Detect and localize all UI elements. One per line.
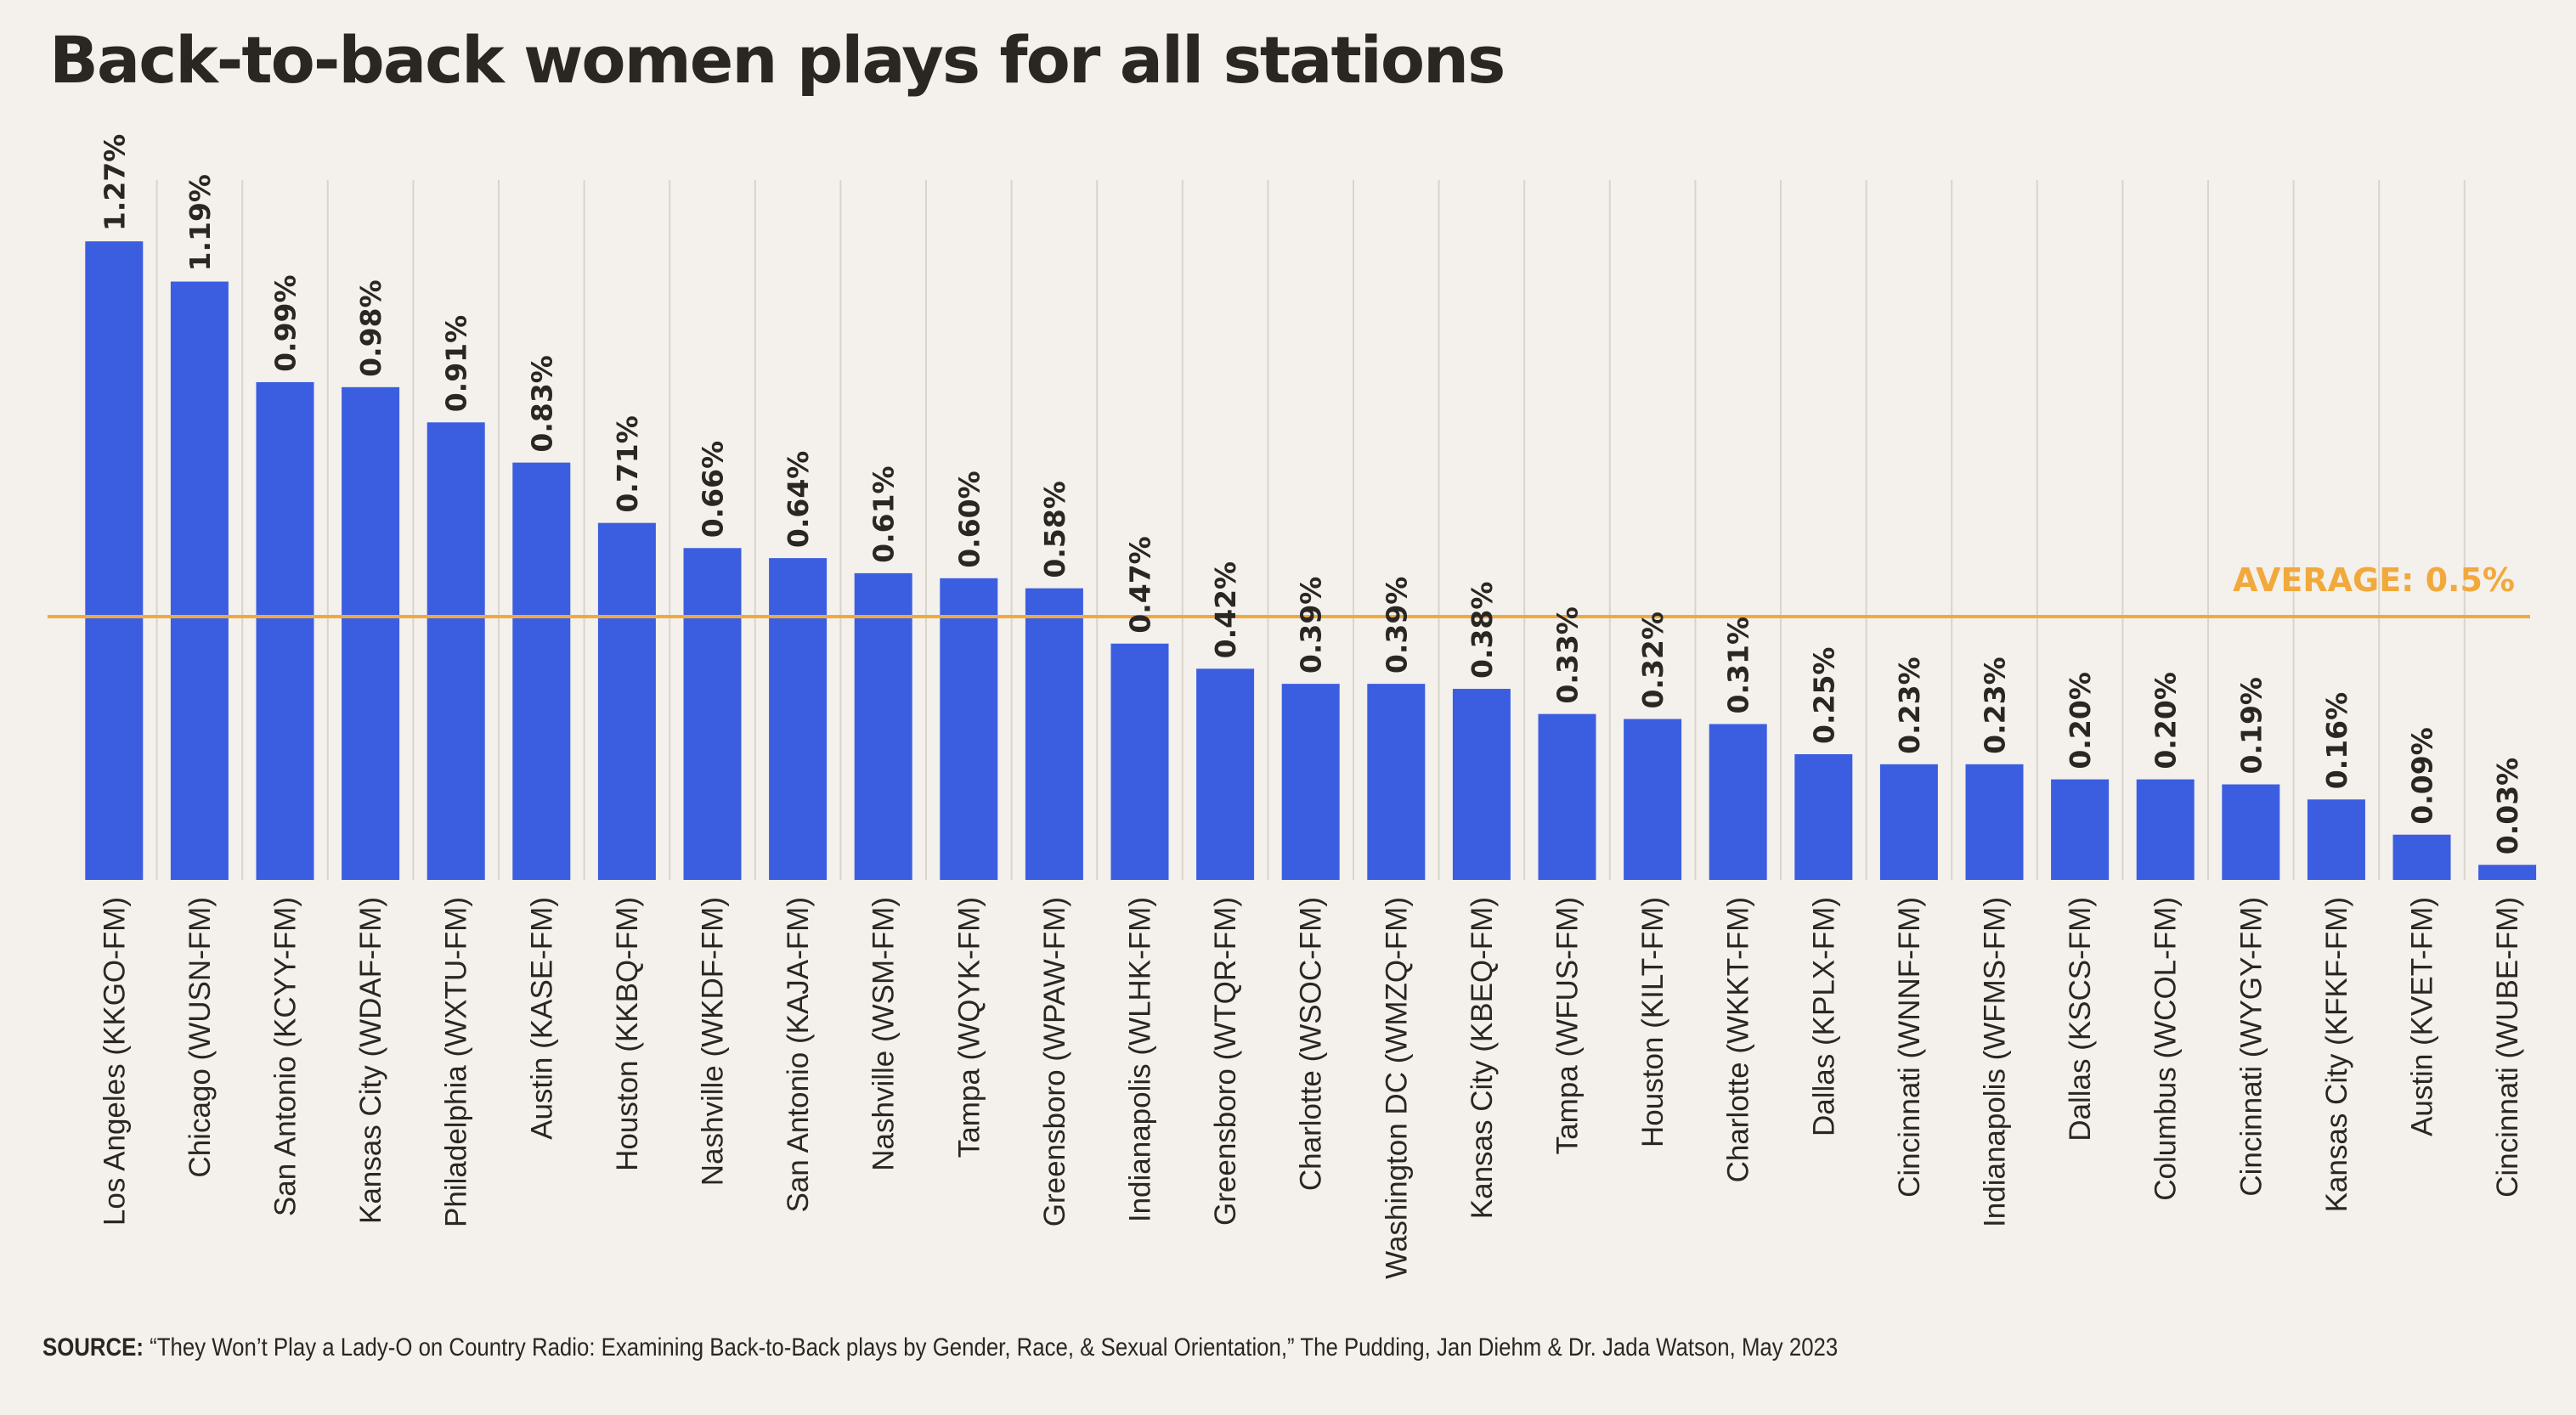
category-label: Indianapolis (WLHK-FM) [1124, 897, 1157, 1222]
category-label: Charlotte (WSOC-FM) [1295, 897, 1328, 1191]
bar [2307, 799, 2365, 880]
category-label: Houston (KILT-FM) [1636, 897, 1669, 1147]
bar [85, 241, 144, 880]
value-label: 0.33% [1551, 606, 1585, 704]
category-label: Dallas (KSCS-FM) [2064, 897, 2097, 1142]
category-label: Kansas City (KFKF-FM) [2320, 897, 2353, 1212]
bar [1624, 719, 1682, 880]
bars [85, 241, 2537, 881]
bar [1110, 643, 1169, 880]
category-label: San Antonio (KAJA-FM) [782, 897, 815, 1213]
category-label: Los Angeles (KKGO-FM) [98, 897, 131, 1226]
category-tick-labels: Los Angeles (KKGO-FM) Chicago (WUSN-FM) Sa… [98, 897, 2524, 1279]
value-label: 0.20% [2149, 672, 2183, 770]
bar [940, 578, 998, 880]
bar [1879, 764, 1938, 880]
value-label: 0.31% [1722, 617, 1755, 714]
value-label: 0.09% [2406, 727, 2439, 825]
bar [683, 548, 742, 880]
bar [1538, 713, 1596, 880]
value-label: 0.25% [1807, 647, 1840, 745]
category-label: Nashville (WSM-FM) [867, 897, 901, 1171]
value-label: 0.83% [525, 355, 558, 453]
value-label: 0.03% [2491, 758, 2524, 855]
category-label: Chicago (WUSN-FM) [184, 897, 217, 1178]
value-label: 0.42% [1209, 561, 1242, 659]
value-label: 1.27% [98, 134, 131, 232]
category-label: Greensboro (WPAW-FM) [1038, 897, 1071, 1226]
category-label: Indianapolis (WFMS-FM) [1979, 897, 2012, 1227]
bar [854, 572, 912, 880]
category-label: Kansas City (WDAF-FM) [354, 897, 387, 1224]
chart-title: Back-to-back women plays for all station… [49, 22, 1505, 98]
value-label: 0.66% [697, 441, 730, 538]
bar [1196, 668, 1255, 880]
value-label: 0.39% [1380, 577, 1413, 674]
bar [2478, 865, 2537, 880]
bar [2051, 779, 2110, 880]
category-label: Nashville (WKDF-FM) [697, 897, 730, 1186]
category-label: Houston (KKBQ-FM) [611, 897, 644, 1171]
bar [1794, 754, 1853, 880]
category-label: Tampa (WQYK-FM) [952, 897, 986, 1158]
bar [1281, 684, 1340, 880]
bar [2222, 784, 2280, 880]
value-label: 0.60% [952, 471, 986, 568]
bar [1025, 588, 1083, 880]
value-label: 0.98% [354, 279, 387, 377]
average-layer: AVERAGE: 0.5% [48, 561, 2530, 618]
value-label: 0.23% [1979, 657, 2012, 754]
value-label: 0.39% [1295, 577, 1328, 674]
category-label: Cincinnati (WUBE-FM) [2491, 897, 2524, 1198]
value-label: 0.99% [269, 274, 302, 372]
value-label: 0.64% [782, 451, 815, 549]
average-label: AVERAGE: 0.5% [2233, 561, 2515, 599]
category-label: Kansas City (KBEQ-FM) [1466, 897, 1499, 1219]
value-labels: 1.27% 1.19% 0.99% 0.98% 0.91% 0.83% 0.71% 0.66%… [98, 134, 2524, 855]
category-label: Columbus (WCOL-FM) [2149, 897, 2183, 1201]
bar [769, 558, 828, 880]
bar [1709, 724, 1767, 880]
value-label: 1.19% [184, 174, 217, 272]
value-label: 0.58% [1038, 481, 1071, 578]
value-label: 0.38% [1466, 582, 1499, 679]
category-label: Austin (KASE-FM) [525, 897, 558, 1140]
bar [427, 422, 485, 880]
value-label: 0.32% [1636, 612, 1669, 709]
bar [1452, 689, 1511, 880]
bar [2392, 834, 2451, 880]
source-text: “They Won’t Play a Lady-O on Country Rad… [150, 1333, 1839, 1361]
value-label: 0.91% [440, 315, 473, 413]
value-label: 0.23% [1893, 657, 1926, 754]
category-label: Austin (KVET-FM) [2406, 897, 2439, 1136]
source-label: SOURCE: [42, 1333, 144, 1361]
category-label: Cincinnati (WYGY-FM) [2234, 897, 2268, 1197]
source-note: SOURCE: “They Won’t Play a Lady-O on Cou… [42, 1333, 1838, 1362]
value-label: 0.19% [2234, 677, 2268, 775]
bar [597, 522, 656, 880]
bar [512, 462, 571, 880]
category-label: Washington DC (WMZQ-FM) [1380, 897, 1413, 1279]
value-label: 0.71% [611, 415, 644, 513]
value-label: 0.20% [2064, 672, 2097, 770]
category-label: Tampa (WFUS-FM) [1551, 897, 1585, 1154]
category-label: Charlotte (WKKT-FM) [1722, 897, 1755, 1182]
bar [1965, 764, 2024, 880]
bar [342, 386, 400, 881]
category-label: Dallas (KPLX-FM) [1807, 897, 1840, 1136]
category-label: Philadelphia (WXTU-FM) [440, 897, 473, 1227]
bar [1367, 684, 1426, 880]
value-label: 0.47% [1124, 536, 1157, 634]
bar [2136, 779, 2195, 880]
value-label: 0.61% [867, 465, 901, 563]
value-label: 0.16% [2320, 692, 2353, 790]
bar [256, 381, 314, 880]
category-label: Greensboro (WTQR-FM) [1209, 897, 1242, 1226]
bar [170, 281, 229, 880]
gridlines [155, 180, 2466, 880]
category-label: Cincinnati (WNNF-FM) [1893, 897, 1926, 1198]
category-label: San Antonio (KCYY-FM) [269, 897, 302, 1216]
